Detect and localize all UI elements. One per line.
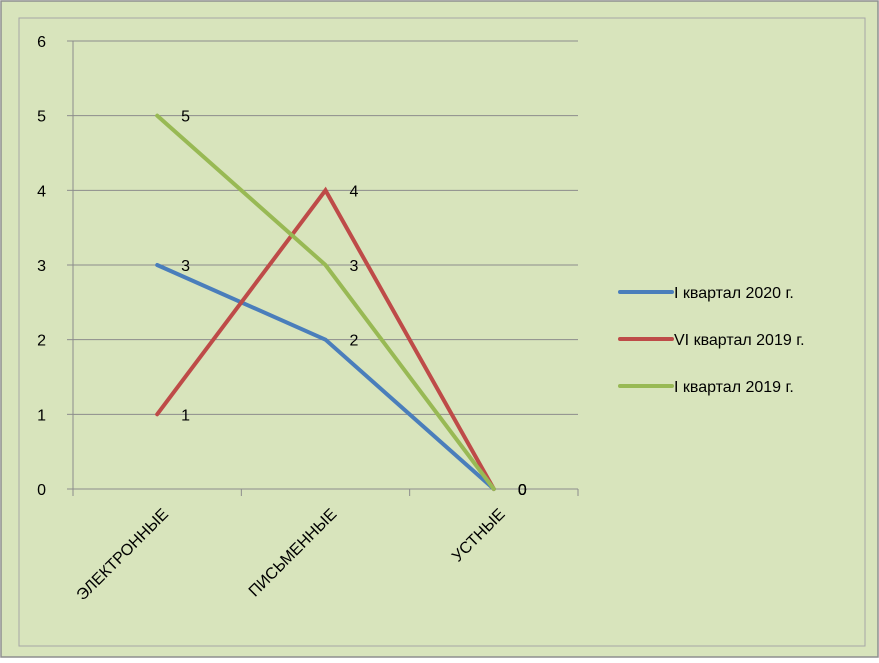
- data-label-series-1-point-1: 3: [181, 258, 190, 275]
- y-tick-label-5: 5: [37, 109, 46, 126]
- series-line-1: [155, 263, 496, 491]
- y-axis-tick-labels: 0 1 2 3 4 5 6: [37, 34, 46, 499]
- y-tick-label-1: 1: [37, 407, 46, 424]
- series-line-2: [155, 186, 496, 491]
- legend-label-series-1: I квартал 2020 г.: [674, 285, 794, 302]
- data-label-series-1-point-3: 0: [518, 482, 527, 499]
- data-label-series-2-point-1: 1: [181, 407, 190, 424]
- legend-label-series-3: I квартал 2019 г.: [674, 379, 794, 396]
- chart-inner-frame: [18, 17, 866, 647]
- data-label-series-2-point-2: 4: [350, 183, 359, 200]
- y-tick-label-2: 2: [37, 333, 46, 350]
- data-label-series-1-point-2: 2: [350, 333, 359, 350]
- data-label-series-3-point-3: 0: [518, 482, 527, 499]
- y-tick-label-6: 6: [37, 34, 46, 51]
- series-lines: [155, 113, 496, 491]
- data-label-series-2-point-3: 0: [518, 482, 527, 499]
- legend: I квартал 2020 г. VI квартал 2019 г. I к…: [618, 285, 805, 396]
- series-line-3: [155, 113, 496, 491]
- y-tick-label-3: 3: [37, 258, 46, 275]
- data-label-series-3-point-2: 3: [350, 258, 359, 275]
- data-label-series-3-point-1: 5: [181, 109, 190, 126]
- legend-label-series-2: VI квартал 2019 г.: [674, 332, 805, 349]
- y-tick-label-0: 0: [37, 482, 46, 499]
- y-tick-label-4: 4: [37, 183, 46, 200]
